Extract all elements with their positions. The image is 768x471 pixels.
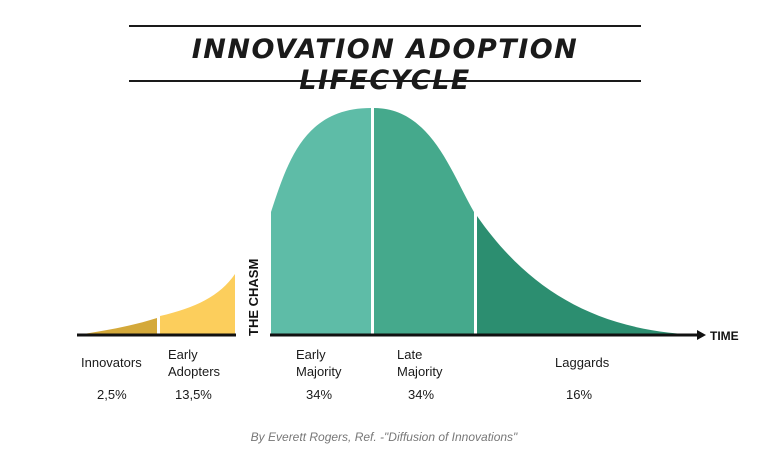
segment-late-majority xyxy=(374,108,474,335)
label-late-majority: Late Majority xyxy=(397,347,443,379)
title-rule-bottom xyxy=(129,80,641,82)
label-early-majority: Early Majority xyxy=(296,347,342,379)
time-axis-label: TIME xyxy=(710,329,739,343)
chasm-label: THE CHASM xyxy=(246,259,261,336)
label-laggards: Laggards xyxy=(555,355,610,370)
percent-laggards: 16% xyxy=(566,387,593,402)
segment-early-adopters xyxy=(160,274,235,335)
segment-laggards xyxy=(477,216,705,335)
percent-early-majority: 34% xyxy=(306,387,333,402)
title-rule-top xyxy=(129,25,641,27)
label-innovators: Innovators xyxy=(81,355,142,370)
percent-late-majority: 34% xyxy=(408,387,435,402)
percent-innovators: 2,5% xyxy=(97,387,127,402)
segment-early-majority xyxy=(271,108,371,335)
percent-early-adopters: 13,5% xyxy=(175,387,212,402)
time-axis-arrowhead xyxy=(697,330,706,340)
diagram-title: INNOVATION ADOPTION LIFECYCLE xyxy=(191,34,579,96)
label-early-adopters: Early Adopters xyxy=(168,347,221,379)
credit-line: By Everett Rogers, Ref. -"Diffusion of I… xyxy=(250,430,518,444)
segment-innovators xyxy=(77,318,157,335)
